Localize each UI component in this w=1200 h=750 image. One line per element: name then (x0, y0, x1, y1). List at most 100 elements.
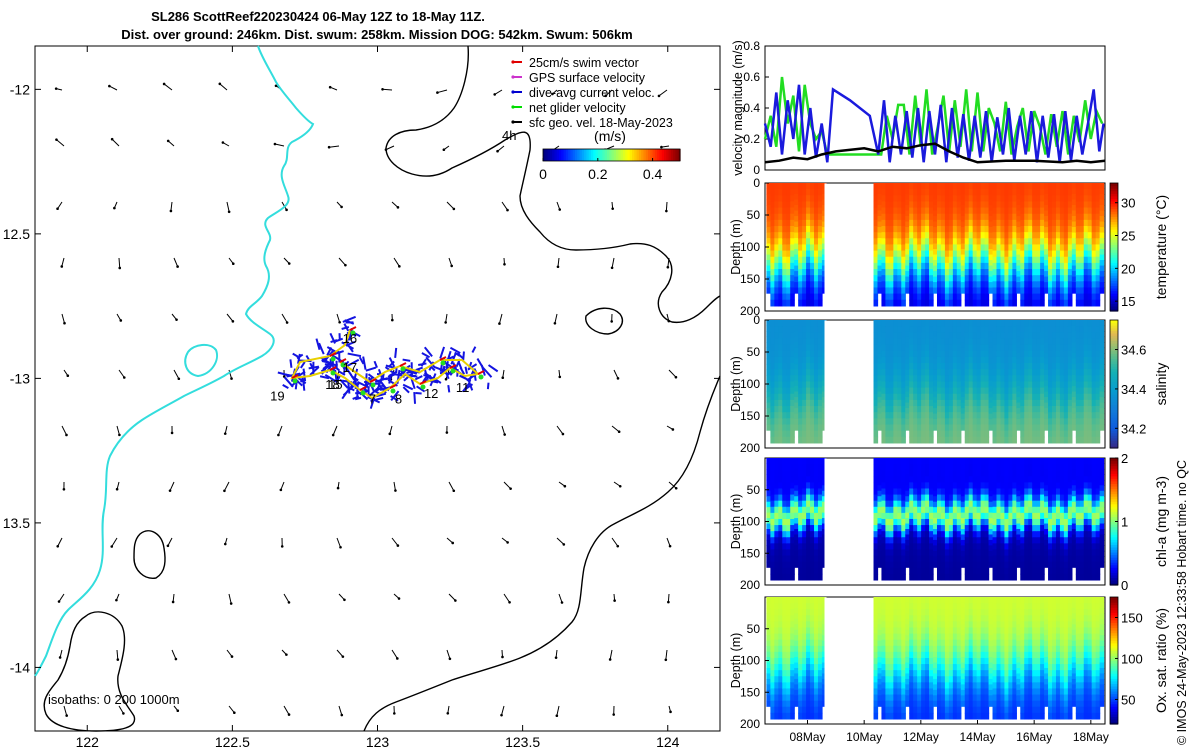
profile-cell (960, 353, 966, 360)
profile-cell (877, 386, 883, 393)
profile-cell (873, 567, 879, 575)
profile-cell (889, 393, 894, 401)
profile-cell (1044, 402, 1049, 409)
profile-cell (925, 189, 930, 196)
profile-cell (821, 397, 827, 404)
profile-cell (881, 213, 887, 221)
profile-cell (817, 406, 823, 413)
profile-cell (1067, 262, 1073, 270)
profile-cell (889, 399, 894, 407)
profile-cell (1079, 207, 1085, 215)
profile-cell (988, 512, 994, 519)
profile-cell (921, 269, 926, 276)
velocity-arrow (494, 89, 503, 95)
velocity-arrow (391, 649, 398, 659)
profile-cell (877, 468, 883, 475)
profile-cell (814, 506, 819, 514)
profile-cell (810, 344, 815, 352)
profile-colorbar-segment (1110, 200, 1118, 205)
profile-cell (980, 338, 986, 346)
profile-cell (960, 342, 966, 349)
profile-cell (913, 494, 918, 502)
profile-cell (766, 468, 772, 475)
profile-cell (1020, 537, 1025, 544)
profile-cell (897, 512, 902, 520)
profile-cell (940, 418, 946, 426)
profile-cell (885, 244, 891, 252)
profile-colorbar-segment (1110, 417, 1118, 421)
profile-cell (925, 424, 930, 432)
waypoint-label: 8 (395, 392, 402, 407)
profile-cell (897, 226, 902, 233)
profile-cell (774, 269, 779, 276)
profile-cell (786, 183, 791, 190)
profile-cell (774, 232, 779, 239)
profile-cell (885, 375, 891, 383)
profile-cell (1055, 418, 1061, 426)
profile-cell (921, 525, 926, 532)
profile-colorbar-segment (1110, 437, 1118, 441)
profile-cell (917, 269, 922, 276)
profile-cell (1008, 567, 1013, 575)
profile-cell (933, 528, 938, 536)
profile-cell (1032, 232, 1037, 239)
profile-cell (786, 537, 791, 544)
profile-cell (996, 363, 1002, 370)
profile-cell (817, 537, 823, 544)
profile-cell (893, 238, 898, 246)
profile-cell (933, 369, 938, 376)
velocity-arrow (393, 481, 396, 491)
profile-cell (786, 418, 791, 426)
profile-cell (980, 238, 986, 246)
profile-cell (1083, 418, 1089, 426)
velocity-ytick-label: 0.8 (743, 39, 760, 53)
profile-cell (917, 424, 922, 432)
profile-cell (1052, 458, 1057, 465)
current-vector (467, 378, 474, 391)
profile-cell (1004, 500, 1010, 508)
profile-cell (1024, 561, 1029, 569)
profile-cell (889, 256, 894, 264)
colorbar-segment (579, 149, 583, 161)
profile-cell (944, 512, 950, 520)
profile-cell (921, 399, 926, 407)
profile-cell (770, 363, 775, 370)
profile-cell (1052, 213, 1057, 221)
profile-cell (786, 436, 791, 444)
profile-cell (1087, 375, 1093, 383)
profile-cell (936, 518, 942, 526)
profile-cell (933, 479, 938, 486)
profile-cell (972, 299, 978, 307)
profile-cell (1004, 207, 1010, 215)
profile-cell (972, 518, 978, 526)
profile-cell (885, 293, 891, 301)
profile-cell (909, 470, 914, 477)
profile-colorbar-segment (1110, 419, 1118, 423)
profile-cell (794, 276, 799, 283)
profile-cell (774, 476, 779, 483)
profile-cell (976, 207, 982, 215)
profile-cell (1048, 393, 1053, 401)
profile-cell (976, 226, 982, 233)
profile-cell (948, 543, 954, 551)
profile-cell (905, 463, 910, 470)
profile-cell (814, 250, 819, 258)
profile-cell (802, 375, 807, 383)
profile-cell (1055, 525, 1061, 532)
profile-cell (1028, 512, 1033, 520)
profile-cell (786, 482, 791, 490)
profile-cell (810, 350, 815, 358)
profile-cell (940, 226, 946, 233)
profile-cell (1087, 393, 1093, 401)
velocity-arrow-head (612, 713, 616, 716)
profile-cell (929, 344, 934, 352)
velocity-arrow-head (176, 265, 179, 268)
profile-cell (1008, 464, 1013, 471)
speed-colorbar: 0 0.2 0.4 (539, 148, 681, 182)
profile-cell (940, 387, 946, 395)
velocity-arrow-head (388, 432, 392, 436)
isobath-3 (585, 307, 624, 335)
profile-cell (968, 244, 974, 252)
profile-cell (790, 464, 795, 471)
